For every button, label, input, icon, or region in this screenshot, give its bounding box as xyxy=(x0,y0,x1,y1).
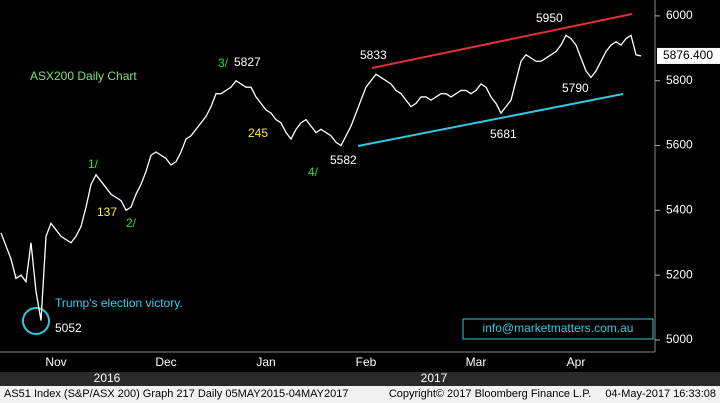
annotation: 5950 xyxy=(536,11,563,25)
y-tick-label: 5000 xyxy=(666,332,693,346)
y-tick-label: 5600 xyxy=(666,138,693,152)
year-label: 2016 xyxy=(94,371,121,385)
watermark-box xyxy=(462,318,654,340)
footer-right: 04-May-2017 16:33:08 xyxy=(605,388,716,400)
year-label: 2017 xyxy=(421,371,448,385)
annotation: 245 xyxy=(248,126,268,140)
footer-band xyxy=(0,386,720,403)
x-tick-label: Mar xyxy=(466,355,487,369)
annotation: 5827 xyxy=(234,55,261,69)
y-tick-label: 5200 xyxy=(666,267,693,281)
last-price-label: 5876.400 xyxy=(663,48,713,62)
x-tick-label: Apr xyxy=(567,355,586,369)
watermark: info@marketmatters.com.au xyxy=(483,321,634,335)
annotation: 5052 xyxy=(55,321,82,335)
annotation: 4/ xyxy=(308,165,319,179)
resistance-line xyxy=(371,13,633,69)
highlight-circle xyxy=(22,307,50,335)
annotation: 5681 xyxy=(490,127,517,141)
annotation: 5582 xyxy=(330,153,357,167)
footer-left: AS51 Index (S&P/ASX 200) Graph 217 Daily… xyxy=(4,388,348,400)
footer-center: Copyright© 2017 Bloomberg Finance L.P. xyxy=(389,388,591,400)
annotation: ASX200 Daily Chart xyxy=(30,69,137,83)
last-price-box xyxy=(657,47,720,64)
annotation: Trump's election victory. xyxy=(55,296,183,310)
x-tick-label: Feb xyxy=(356,355,377,369)
x-tick-label: Nov xyxy=(45,355,66,369)
y-tick-label: 6000 xyxy=(666,8,693,22)
annotation: 1/ xyxy=(88,157,99,171)
year-band xyxy=(0,372,720,386)
annotation: 3/ xyxy=(218,56,229,70)
support-line xyxy=(357,93,624,147)
annotation: 2/ xyxy=(126,216,137,230)
annotation: 137 xyxy=(97,205,117,219)
price-line xyxy=(0,34,642,321)
annotation: 5833 xyxy=(360,48,387,62)
y-tick-label: 5400 xyxy=(666,203,693,217)
x-tick-label: Jan xyxy=(256,355,275,369)
y-tick-label: 5800 xyxy=(666,73,693,87)
annotation: 5790 xyxy=(562,81,589,95)
x-tick-label: Dec xyxy=(155,355,176,369)
